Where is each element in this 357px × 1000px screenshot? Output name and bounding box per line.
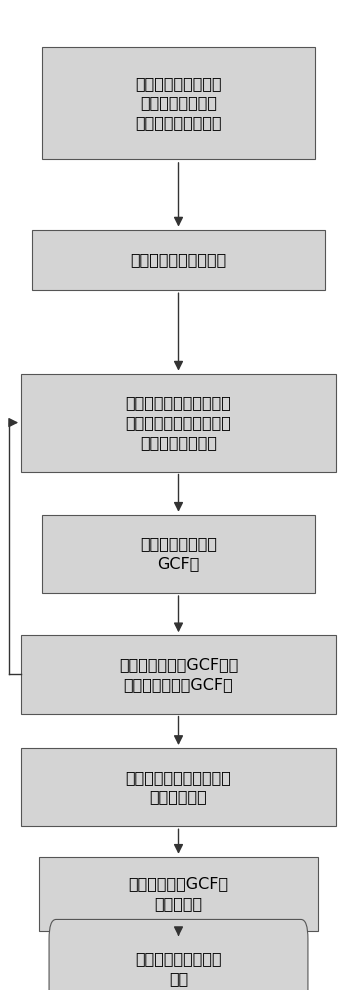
Text: 计算雷达与墙壁的距离: 计算雷达与墙壁的距离 [130,252,227,267]
FancyBboxPatch shape [39,857,318,931]
Text: 搜索所有成像点GCF的最
大值，作为目标GCF值: 搜索所有成像点GCF的最 大值，作为目标GCF值 [119,657,238,692]
FancyBboxPatch shape [42,47,315,159]
FancyBboxPatch shape [49,919,308,1000]
FancyBboxPatch shape [21,374,336,472]
Text: 利用估计的墙壁参数，对
墙后区域的后向投影成像
进行墙壁影响补偿: 利用估计的墙壁参数，对 墙后区域的后向投影成像 进行墙壁影响补偿 [126,395,231,450]
FancyBboxPatch shape [21,748,336,826]
FancyBboxPatch shape [42,515,315,593]
Text: 搜索所有目标GCF值
中的最大值: 搜索所有目标GCF值 中的最大值 [129,877,228,911]
FancyBboxPatch shape [21,635,336,714]
Text: 估计墙壁厚度和墙壁
相对介电常数的范
围，设定搜索初始值: 估计墙壁厚度和墙壁 相对介电常数的范 围，设定搜索初始值 [135,76,222,130]
Text: 逐步增大墙壁厚度和墙壁
相对介电常数: 逐步增大墙壁厚度和墙壁 相对介电常数 [126,770,231,805]
Text: 确定最终估计的墙壁
参数: 确定最终估计的墙壁 参数 [135,951,222,986]
Text: 计算全部成像点的
GCF值: 计算全部成像点的 GCF值 [140,536,217,571]
FancyBboxPatch shape [31,230,326,290]
